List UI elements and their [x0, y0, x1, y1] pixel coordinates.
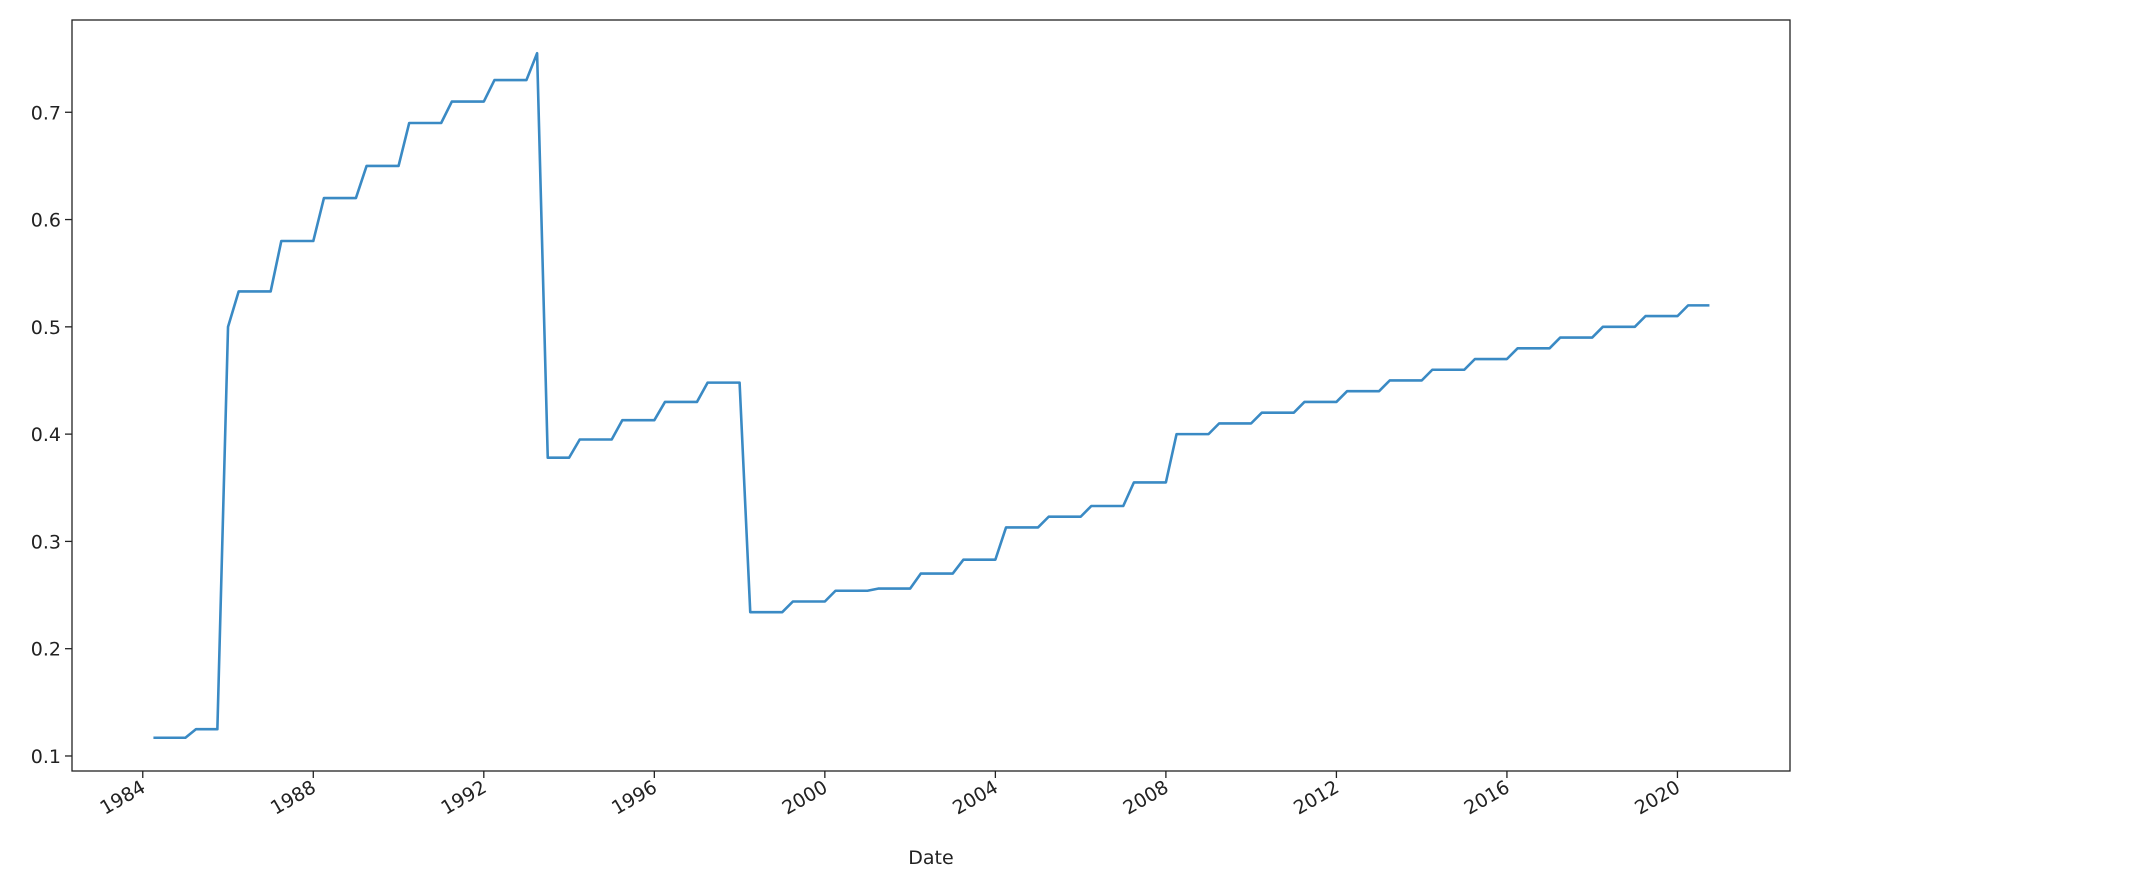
plot-frame	[71, 19, 1791, 772]
y-tick-label: 0.6	[31, 210, 61, 232]
y-tick-label: 0.2	[31, 639, 61, 661]
x-tick-label: 2020	[1631, 776, 1684, 819]
x-tick-label: 2008	[1120, 776, 1173, 819]
x-tick-label: 2000	[778, 776, 831, 819]
series-line	[153, 51, 1710, 740]
x-tick-label: 2016	[1461, 776, 1514, 819]
x-tick-label: 1988	[267, 776, 320, 819]
y-tick-label: 0.3	[31, 531, 61, 553]
x-tick-label: 2004	[949, 776, 1002, 819]
y-tick-label: 0.5	[31, 317, 61, 339]
y-tick-label: 0.4	[31, 424, 61, 446]
x-tick-label: 2012	[1290, 776, 1343, 819]
x-tick-label: 1992	[437, 776, 490, 819]
y-tick-label: 0.7	[31, 102, 61, 124]
x-tick-label: 1996	[608, 776, 661, 819]
x-tick-label: 1984	[96, 776, 149, 819]
y-tick-label: 0.1	[31, 746, 61, 768]
x-axis-label: Date	[908, 847, 953, 869]
